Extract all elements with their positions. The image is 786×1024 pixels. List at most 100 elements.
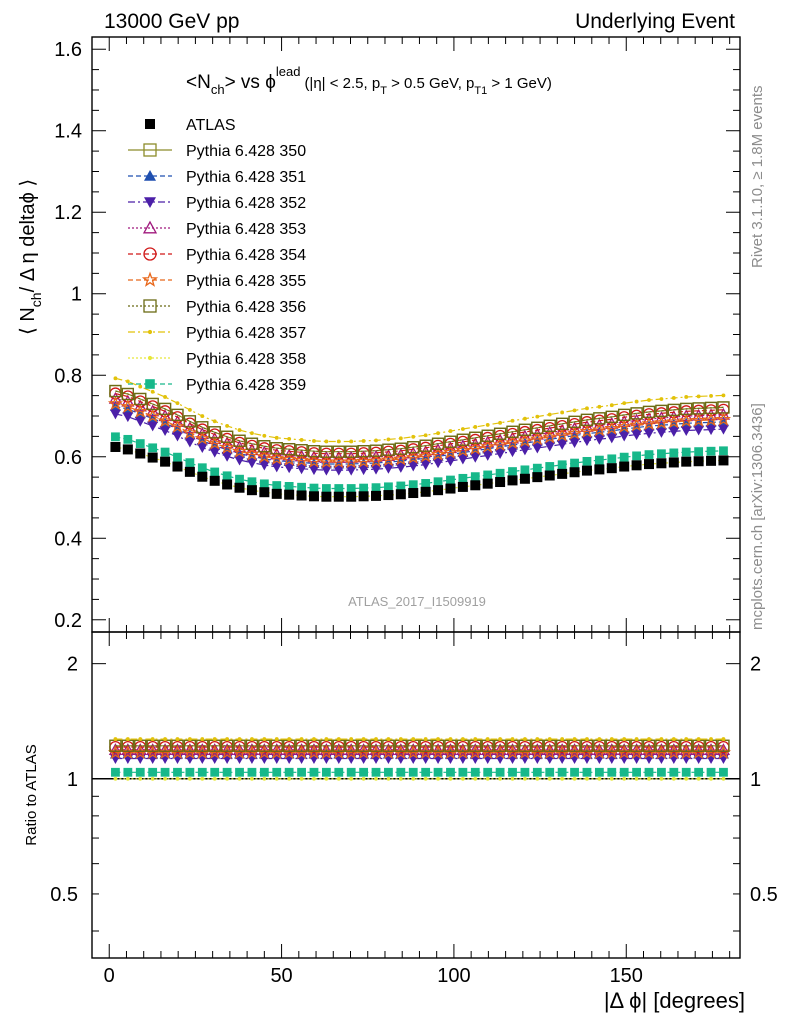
- data-point: [494, 449, 506, 460]
- ratio-point: [284, 767, 294, 777]
- data-point: [456, 433, 470, 446]
- ratio-point: [160, 767, 170, 777]
- data-point: [220, 430, 234, 443]
- mcplots-label: mcplots.cern.ch [arXiv:1306.3436]: [749, 403, 766, 630]
- atlas-point: [222, 479, 233, 490]
- series-s357-ratio: [113, 737, 726, 742]
- data-point: [134, 392, 147, 406]
- data-point: [680, 402, 693, 416]
- ratio-point: [369, 743, 383, 755]
- data-point: [208, 426, 221, 439]
- data-point: [207, 435, 223, 450]
- ratio-point: [555, 743, 569, 755]
- data-point: [678, 412, 694, 428]
- data-point: [659, 397, 664, 401]
- ratio-point: [498, 776, 503, 781]
- ratio-point: [334, 767, 344, 777]
- data-point: [543, 425, 557, 438]
- data-point: [634, 399, 639, 404]
- data-point: [717, 401, 730, 414]
- ratio-point: [187, 737, 192, 742]
- y-tick-label: 1.6: [54, 39, 82, 61]
- title-vs: > vs ϕ: [225, 72, 276, 93]
- ratio-point: [297, 767, 306, 777]
- data-point: [568, 415, 581, 429]
- data-point: [522, 416, 527, 421]
- header-right: Underlying Event: [575, 10, 735, 33]
- data-point: [696, 394, 701, 399]
- data-point: [398, 436, 403, 441]
- legend-entry-s355: Pythia 6.428 355: [128, 271, 306, 290]
- data-point: [356, 453, 372, 468]
- legend-entry-s358: Pythia 6.428 358: [128, 351, 306, 368]
- ratio-y-tick-label-right: 0.5: [750, 884, 778, 906]
- data-point: [109, 409, 121, 420]
- data-point: [374, 438, 378, 443]
- ratio-point: [262, 737, 267, 742]
- data-point: [247, 477, 257, 487]
- legend-entry-s351: Pythia 6.428 351: [128, 169, 306, 186]
- data-point: [669, 448, 679, 458]
- data-point: [653, 414, 670, 430]
- series-s355-main: [107, 395, 732, 469]
- data-point: [163, 395, 167, 399]
- legend-marker: [142, 220, 158, 234]
- data-point: [628, 417, 645, 432]
- ratio-point: [423, 737, 428, 742]
- y-tick-label: 0.8: [54, 365, 82, 387]
- data-point: [448, 429, 453, 434]
- data-point: [493, 427, 507, 440]
- data-point: [225, 424, 230, 428]
- data-point: [320, 445, 333, 458]
- atlas-point: [693, 456, 704, 467]
- atlas-point: [271, 488, 282, 499]
- ratio-point: [197, 767, 207, 777]
- atlas-point: [681, 456, 692, 467]
- data-point: [270, 442, 283, 455]
- atlas-point: [184, 466, 195, 477]
- data-point: [430, 446, 446, 461]
- legend-marker: [144, 170, 156, 181]
- ratio-point: [669, 767, 679, 777]
- data-point: [418, 448, 434, 463]
- data-point: [244, 446, 260, 461]
- ratio-point: [200, 737, 205, 742]
- data-point: [146, 397, 159, 411]
- data-point: [219, 439, 235, 455]
- x-axis-label: |Δ ϕ| [degrees]: [604, 988, 745, 1013]
- x-tick-label: 50: [270, 965, 292, 987]
- data-point: [717, 424, 729, 435]
- data-point: [235, 474, 244, 484]
- ratio-point: [719, 767, 728, 777]
- data-point: [485, 422, 490, 427]
- ratio-point: [336, 776, 341, 781]
- ratio-point: [150, 737, 155, 742]
- ratio-point: [121, 743, 135, 755]
- ratio-point: [473, 737, 478, 742]
- ratio-point: [706, 767, 716, 777]
- ratio-point: [545, 767, 555, 777]
- ratio-point: [505, 743, 520, 755]
- ratio-point: [483, 767, 493, 777]
- ratio-point: [659, 776, 664, 781]
- legend-entry-s359: Pythia 6.428 359: [128, 377, 306, 394]
- ratio-point: [448, 737, 453, 742]
- ratio-point: [361, 776, 366, 781]
- ratio-y-tick-label: 1: [67, 769, 78, 791]
- ratio-point: [250, 737, 254, 742]
- data-point: [369, 444, 383, 457]
- atlas-point: [308, 491, 319, 502]
- atlas-point: [619, 461, 630, 472]
- ratio-point: [225, 737, 230, 742]
- data-point: [483, 470, 493, 480]
- ratio-point: [332, 743, 346, 755]
- data-point: [295, 444, 308, 457]
- ratio-point: [443, 743, 458, 755]
- data-point: [705, 425, 717, 436]
- header-left: 13000 GeV pp: [104, 10, 239, 33]
- data-point: [312, 439, 316, 443]
- data-point: [618, 408, 631, 422]
- data-point: [370, 464, 382, 475]
- ratio-point: [557, 767, 567, 777]
- data-point: [706, 446, 716, 456]
